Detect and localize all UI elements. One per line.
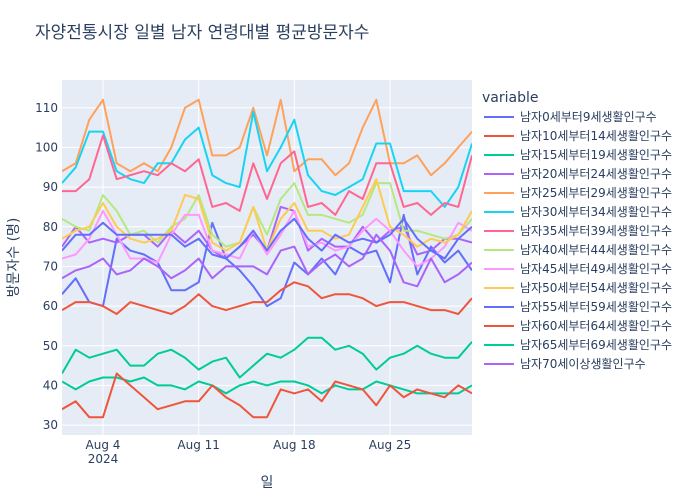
y-tick-labels: 30 40 50 60 70 80 90 100 110 (35, 101, 58, 432)
y-tick-label: 110 (35, 101, 58, 115)
legend-item[interactable]: 남자70세이상생활인구수 (484, 357, 646, 371)
y-tick-label: 30 (43, 418, 58, 432)
x-tick-label: Aug 4 (86, 438, 121, 452)
legend-item[interactable]: 남자25세부터29세생활인구수 (484, 186, 672, 200)
legend-label: 남자25세부터29세생활인구수 (520, 186, 672, 200)
legend-item[interactable]: 남자55세부터59세생활인구수 (484, 300, 672, 314)
series-line-9 (62, 209, 472, 268)
series-line-14 (62, 233, 472, 288)
y-axis-title: 방문자수 (명) (6, 218, 22, 298)
legend-item[interactable]: 남자10세부터14세생활인구수 (484, 129, 672, 143)
x-tick-labels: Aug 4 Aug 11 Aug 18 Aug 25 (86, 438, 412, 452)
legend-item[interactable]: 남자35세부터39세생활인구수 (484, 224, 672, 238)
y-tick-label: 50 (43, 339, 58, 353)
legend-label: 남자15세부터19세생활인구수 (520, 148, 672, 162)
legend-item[interactable]: 남자65세부터69세생활인구수 (484, 338, 672, 352)
legend[interactable]: 남자0세부터9세생활인구수남자10세부터14세생활인구수남자15세부터19세생활… (484, 110, 672, 371)
x-tick-label: Aug 18 (273, 438, 316, 452)
x-tick-label: Aug 11 (177, 438, 220, 452)
legend-label: 남자30세부터34세생활인구수 (520, 205, 672, 219)
y-tick-label: 40 (43, 378, 58, 392)
x-axis-title: 일 (261, 475, 274, 491)
legend-label: 남자45세부터49세생활인구수 (520, 262, 672, 276)
gridlines (62, 80, 472, 435)
legend-label: 남자70세이상생활인구수 (520, 357, 646, 371)
legend-item[interactable]: 남자0세부터9세생활인구수 (484, 110, 657, 124)
chart-title: 자양전통시장 일별 남자 연령대별 평균방문자수 (35, 23, 369, 43)
y-tick-label: 100 (35, 140, 58, 154)
y-tick-label: 90 (43, 180, 58, 194)
series-line-12 (62, 372, 472, 419)
series-lines (62, 98, 472, 419)
legend-item[interactable]: 남자20세부터24세생활인구수 (484, 167, 672, 181)
y-tick-label: 70 (43, 259, 58, 273)
y-tick-label: 80 (43, 220, 58, 234)
x-year-label: 2024 (88, 452, 119, 466)
legend-item[interactable]: 남자45세부터49세생활인구수 (484, 262, 672, 276)
x-tick-label: Aug 25 (369, 438, 412, 452)
legend-label: 남자35세부터39세생활인구수 (520, 224, 672, 238)
legend-label: 남자50세부터54세생활인구수 (520, 281, 672, 295)
series-line-5 (62, 98, 472, 177)
series-line-11 (62, 217, 472, 260)
legend-label: 남자10세부터14세생활인구수 (520, 129, 672, 143)
legend-label: 남자0세부터9세생활인구수 (520, 110, 657, 124)
legend-label: 남자20세부터24세생활인구수 (520, 167, 672, 181)
legend-item[interactable]: 남자60세부터64세생활인구수 (484, 319, 672, 333)
series-line-6 (62, 110, 472, 208)
legend-title: variable (482, 90, 538, 106)
series-line-13 (62, 336, 472, 379)
legend-label: 남자60세부터64세생활인구수 (520, 319, 672, 333)
series-line-1 (62, 213, 472, 308)
legend-label: 남자65세부터69세생활인구수 (520, 338, 672, 352)
y-tick-label: 60 (43, 299, 58, 313)
legend-item[interactable]: 남자50세부터54세생활인구수 (484, 281, 672, 295)
legend-label: 남자55세부터59세생활인구수 (520, 300, 672, 314)
legend-item[interactable]: 남자30세부터34세생활인구수 (484, 205, 672, 219)
legend-item[interactable]: 남자40세부터44세생활인구수 (484, 243, 672, 257)
legend-label: 남자40세부터44세생활인구수 (520, 243, 672, 257)
series-line-3 (62, 376, 472, 395)
series-line-2 (62, 281, 472, 315)
series-line-7 (62, 134, 472, 216)
legend-item[interactable]: 남자15세부터19세생활인구수 (484, 148, 672, 162)
